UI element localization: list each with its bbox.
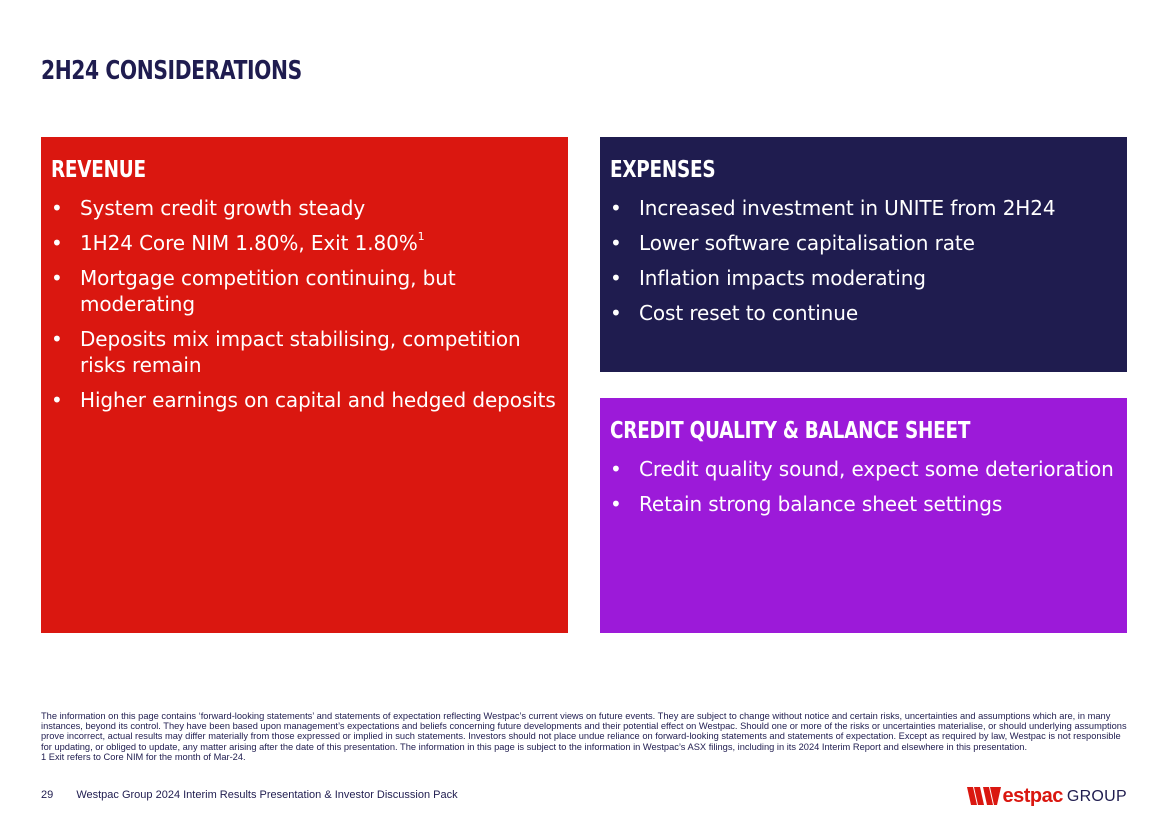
revenue-list: • System credit growth steady • 1H24 Core … bbox=[51, 195, 556, 413]
westpac-w-icon bbox=[967, 787, 1002, 805]
bullet: • bbox=[610, 492, 622, 516]
footer: 29 Westpac Group 2024 Interim Results Pr… bbox=[41, 789, 458, 801]
bullet: • bbox=[610, 196, 622, 220]
list-item: • Deposits mix impact stabilising, compet… bbox=[51, 326, 556, 378]
bullet: • bbox=[51, 196, 63, 220]
list-item: • Credit quality sound, expect some deter… bbox=[610, 456, 1115, 482]
page-title: 2H24 CONSIDERATIONS bbox=[41, 56, 302, 86]
bullet: • bbox=[610, 266, 622, 290]
expenses-item-text: Cost reset to continue bbox=[639, 301, 859, 325]
revenue-item-text: 1H24 Core NIM 1.80%, Exit 1.80% bbox=[80, 231, 418, 255]
list-item: • System credit growth steady bbox=[51, 195, 556, 221]
bullet: • bbox=[610, 301, 622, 325]
westpac-logo: estpac GROUP bbox=[967, 784, 1127, 808]
expenses-heading: EXPENSES bbox=[610, 157, 716, 183]
revenue-item-text: Higher earnings on capital and hedged de… bbox=[80, 388, 556, 412]
list-item: • Higher earnings on capital and hedged d… bbox=[51, 387, 556, 413]
list-item: • Mortgage competition continuing, but mo… bbox=[51, 265, 556, 317]
credit-panel: CREDIT QUALITY & BALANCE SHEET • Credit q… bbox=[600, 398, 1127, 633]
expenses-item-text: Inflation impacts moderating bbox=[639, 266, 926, 290]
disclaimer: The information on this page contains ‘f… bbox=[41, 711, 1127, 762]
bullet: • bbox=[51, 231, 63, 255]
bullet: • bbox=[610, 231, 622, 255]
credit-item-text: Retain strong balance sheet settings bbox=[639, 492, 1003, 516]
bullet: • bbox=[51, 327, 63, 351]
logo-group-text: GROUP bbox=[1066, 788, 1127, 805]
bullet: • bbox=[610, 457, 622, 481]
disclaimer-text: The information on this page contains ‘f… bbox=[41, 711, 1127, 752]
revenue-heading: REVENUE bbox=[51, 157, 146, 183]
expenses-panel: EXPENSES • Increased investment in UNITE … bbox=[600, 137, 1127, 372]
expenses-item-text: Lower software capitalisation rate bbox=[639, 231, 975, 255]
credit-item-text: Credit quality sound, expect some deteri… bbox=[639, 457, 1114, 481]
revenue-panel: REVENUE • System credit growth steady • 1H… bbox=[41, 137, 568, 633]
list-item: • Increased investment in UNITE from 2H24 bbox=[610, 195, 1115, 221]
bullet: • bbox=[51, 266, 63, 290]
revenue-item-text: System credit growth steady bbox=[80, 196, 366, 220]
revenue-item-text: Deposits mix impact stabilising, competi… bbox=[80, 327, 521, 377]
expenses-list: • Increased investment in UNITE from 2H24… bbox=[610, 195, 1115, 326]
credit-list: • Credit quality sound, expect some deter… bbox=[610, 456, 1115, 517]
footnote-text: 1 Exit refers to Core NIM for the month … bbox=[41, 751, 246, 762]
list-item: • Inflation impacts moderating bbox=[610, 265, 1115, 291]
list-item: • Lower software capitalisation rate bbox=[610, 230, 1115, 256]
revenue-item-text: Mortgage competition continuing, but mod… bbox=[80, 266, 456, 316]
expenses-item-text: Increased investment in UNITE from 2H24 bbox=[639, 196, 1056, 220]
logo-wordmark: estpac bbox=[1002, 784, 1063, 807]
bullet: • bbox=[51, 388, 63, 412]
footer-text: Westpac Group 2024 Interim Results Prese… bbox=[76, 789, 458, 801]
page-number: 29 bbox=[41, 789, 54, 801]
list-item: • 1H24 Core NIM 1.80%, Exit 1.80%1 bbox=[51, 230, 556, 256]
list-item: • Cost reset to continue bbox=[610, 300, 1115, 326]
list-item: • Retain strong balance sheet settings bbox=[610, 491, 1115, 517]
credit-heading: CREDIT QUALITY & BALANCE SHEET bbox=[610, 418, 971, 444]
footnote-marker: 1 bbox=[417, 230, 425, 243]
